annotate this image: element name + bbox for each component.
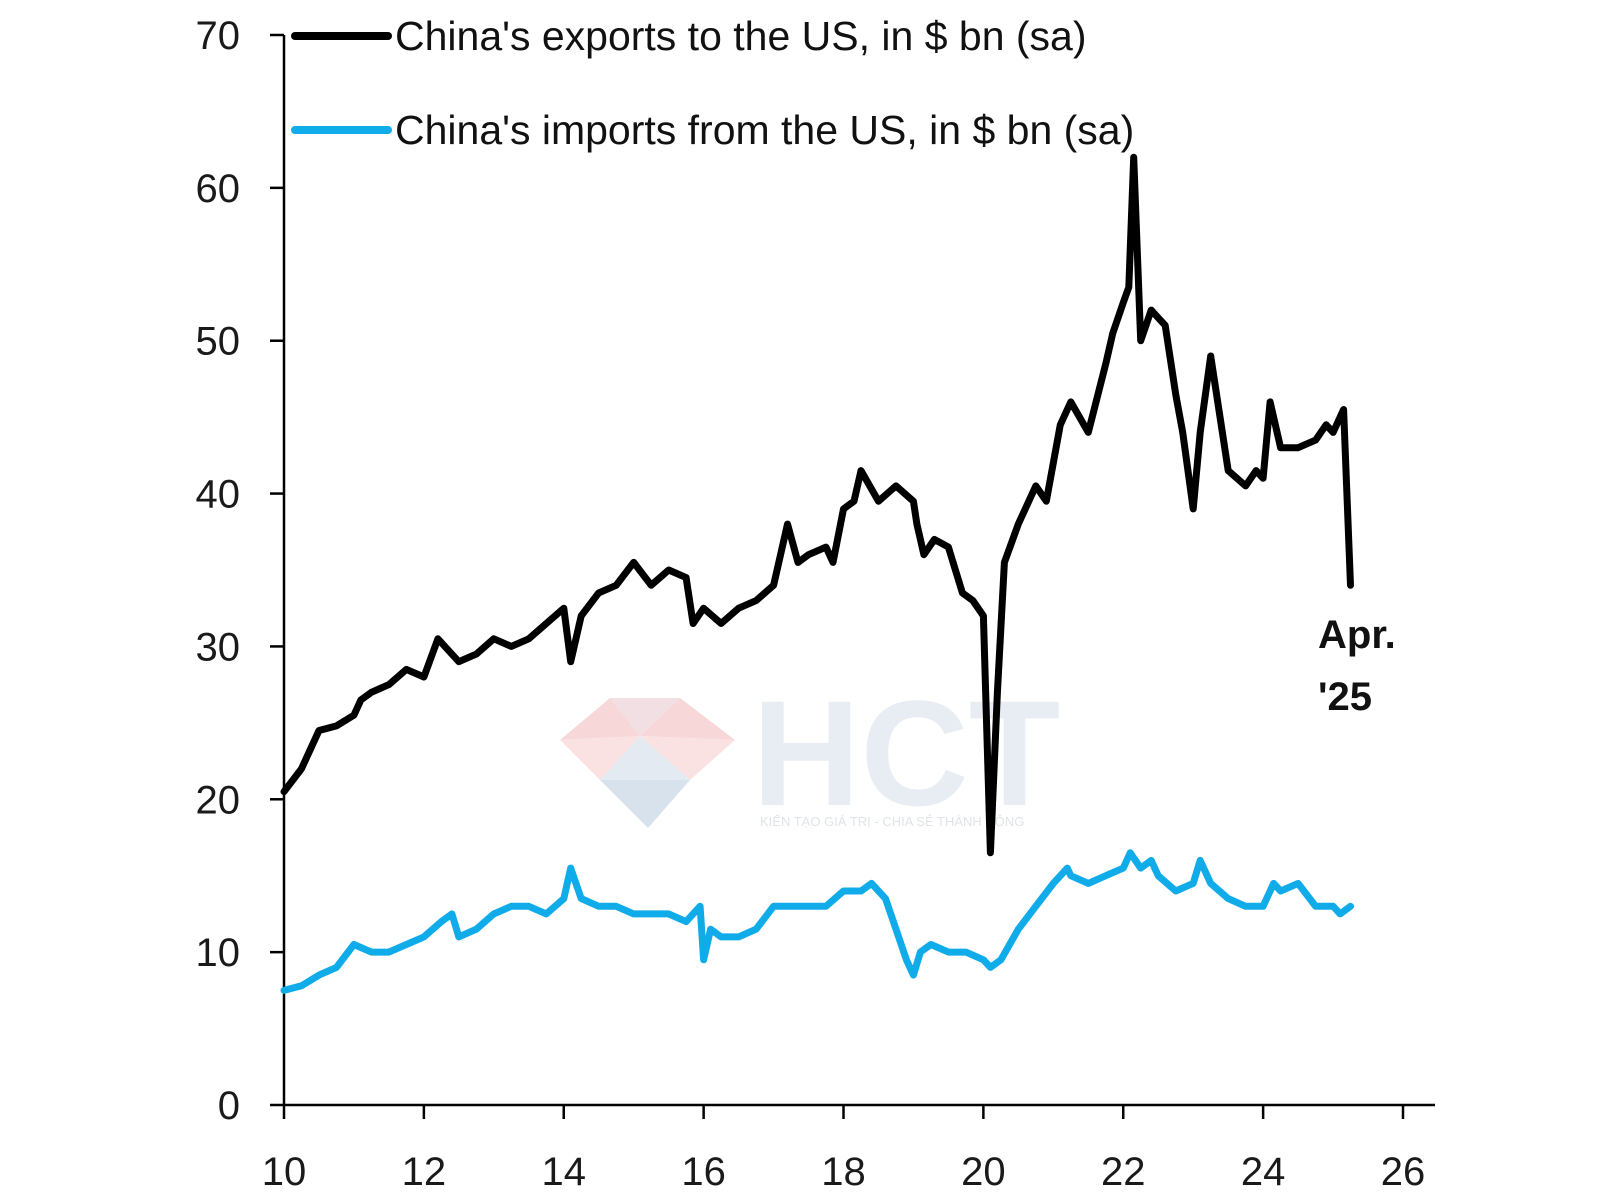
y-tick-label: 20 xyxy=(196,778,241,822)
series-line-imports xyxy=(280,849,1354,994)
watermark-brand: HCT xyxy=(752,669,1060,837)
x-tick-label: 22 xyxy=(1101,1150,1146,1194)
y-tick-label: 30 xyxy=(196,625,241,669)
y-tick-label: 50 xyxy=(196,320,241,364)
x-tick-label: 12 xyxy=(402,1150,447,1194)
x-tick-label: 26 xyxy=(1381,1150,1426,1194)
series-line-exports xyxy=(280,153,1354,857)
watermark-logo: HCT KIẾN TẠO GIÁ TRỊ - CHIA SẺ THÀNH CÔN… xyxy=(560,669,1060,837)
legend: China's exports to the US, in $ bn (sa) … xyxy=(291,13,1134,153)
x-tick-label: 16 xyxy=(681,1150,726,1194)
watermark-tagline: KIẾN TẠO GIÁ TRỊ - CHIA SẺ THÀNH CÔNG xyxy=(760,814,1024,829)
legend-label-exports: China's exports to the US, in $ bn (sa) xyxy=(395,13,1087,59)
x-tick-label: 20 xyxy=(961,1150,1006,1194)
x-tick-label: 18 xyxy=(821,1150,866,1194)
x-tick-label: 14 xyxy=(542,1150,587,1194)
annotation-year: '25 xyxy=(1318,675,1372,719)
y-tick-label: 70 xyxy=(196,14,241,58)
y-tick-label: 0 xyxy=(218,1084,240,1128)
x-tick-label: 10 xyxy=(262,1150,307,1194)
y-tick-label: 40 xyxy=(196,473,241,517)
y-tick-label: 60 xyxy=(196,167,241,211)
legend-label-imports: China's imports from the US, in $ bn (sa… xyxy=(395,107,1134,153)
x-axis: 10 12 14 16 18 20 22 24 26 xyxy=(262,1105,1426,1194)
x-tick-label: 24 xyxy=(1241,1150,1286,1194)
y-axis: 0 10 20 30 40 50 60 70 xyxy=(196,14,284,1128)
annotation-month: Apr. xyxy=(1318,613,1396,657)
y-tick-label: 10 xyxy=(196,931,241,975)
